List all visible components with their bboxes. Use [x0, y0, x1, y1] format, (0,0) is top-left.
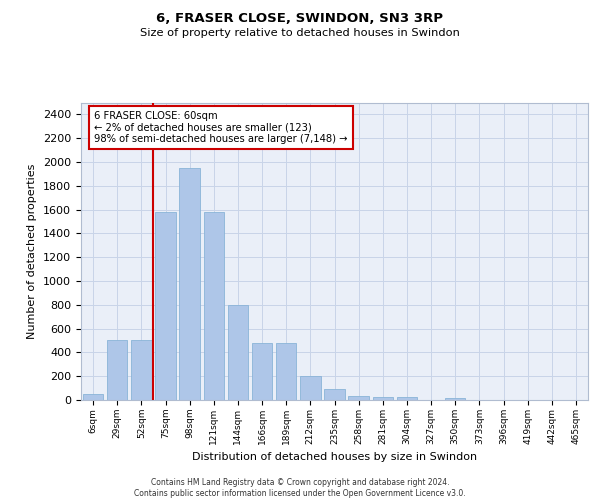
Bar [300, 376, 320, 400]
Bar [155, 212, 176, 400]
Bar [349, 396, 369, 400]
Bar [252, 343, 272, 400]
Text: Size of property relative to detached houses in Swindon: Size of property relative to detached ho… [140, 28, 460, 38]
X-axis label: Distribution of detached houses by size in Swindon: Distribution of detached houses by size … [192, 452, 477, 462]
Bar [179, 168, 200, 400]
Bar [324, 390, 345, 400]
Y-axis label: Number of detached properties: Number of detached properties [28, 164, 37, 339]
Bar [203, 212, 224, 400]
Bar [107, 340, 127, 400]
Bar [445, 398, 466, 400]
Bar [397, 398, 417, 400]
Bar [276, 343, 296, 400]
Text: 6, FRASER CLOSE, SWINDON, SN3 3RP: 6, FRASER CLOSE, SWINDON, SN3 3RP [157, 12, 443, 26]
Bar [83, 394, 103, 400]
Bar [131, 340, 152, 400]
Bar [227, 305, 248, 400]
Text: Contains HM Land Registry data © Crown copyright and database right 2024.
Contai: Contains HM Land Registry data © Crown c… [134, 478, 466, 498]
Bar [373, 397, 393, 400]
Text: 6 FRASER CLOSE: 60sqm
← 2% of detached houses are smaller (123)
98% of semi-deta: 6 FRASER CLOSE: 60sqm ← 2% of detached h… [94, 111, 348, 144]
